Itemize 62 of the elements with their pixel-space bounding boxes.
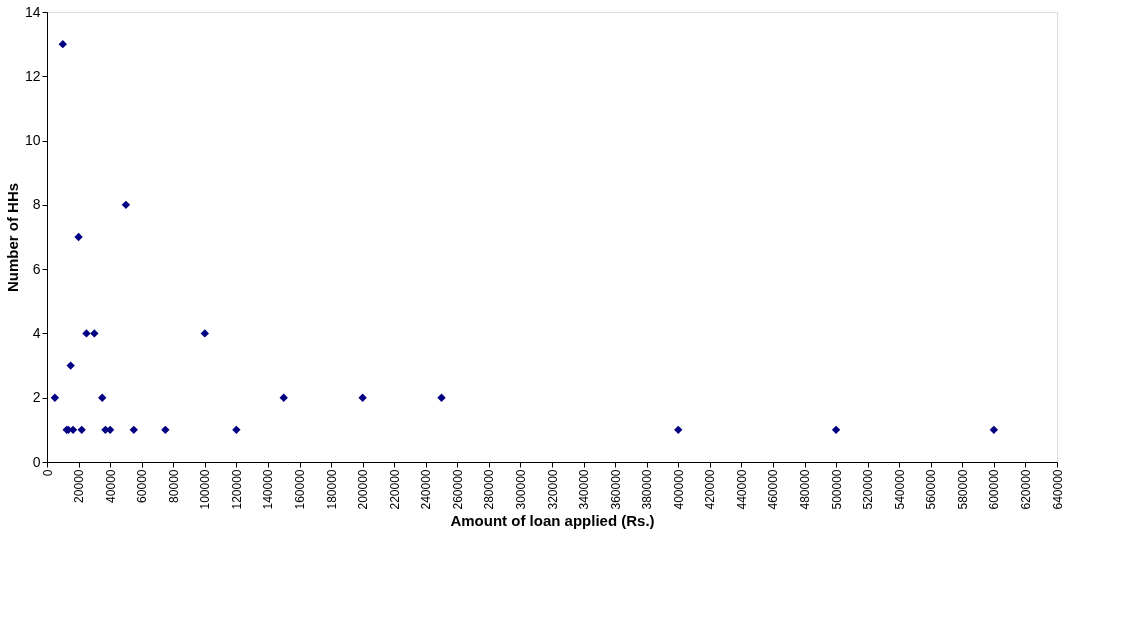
point — [437, 393, 446, 402]
x-tick-label: 580000 — [955, 469, 970, 510]
point — [232, 425, 241, 435]
x-tick-label: 140000 — [261, 469, 276, 510]
point — [279, 393, 288, 402]
x-tick-label: 40000 — [103, 469, 118, 503]
x-tick-label: 300000 — [513, 469, 528, 510]
x-tick-label: 560000 — [924, 469, 939, 510]
point — [66, 361, 75, 370]
x-tick-label: 420000 — [703, 469, 718, 510]
x-tick-label: 640000 — [1050, 469, 1065, 510]
x-tick-label: 260000 — [450, 469, 465, 510]
point — [58, 39, 67, 49]
point — [121, 200, 131, 210]
x-tick-label: 320000 — [545, 469, 560, 510]
point — [90, 329, 99, 338]
point — [82, 329, 91, 338]
x-tick-label: 460000 — [766, 469, 781, 510]
x-tick-label: 400000 — [671, 469, 686, 510]
y-tick-label: 12 — [24, 67, 41, 84]
y-tick-label: 10 — [24, 132, 41, 149]
x-tick-label: 240000 — [419, 469, 434, 510]
y-tick-label: 0 — [32, 453, 41, 470]
x-tick-label: 380000 — [640, 469, 655, 510]
point — [989, 425, 999, 435]
x-tick-label: 100000 — [198, 469, 213, 510]
x-tick-label: 220000 — [387, 469, 402, 510]
point — [200, 329, 209, 338]
point — [74, 232, 83, 242]
x-tick-label: 600000 — [987, 469, 1002, 510]
point — [674, 425, 683, 435]
x-tick-label: 520000 — [861, 469, 876, 510]
y-tick-label: 14 — [24, 3, 41, 20]
point — [77, 425, 86, 435]
x-tick-label: 500000 — [829, 469, 844, 510]
x-tick-label: 0 — [40, 469, 55, 477]
x-tick-label: 60000 — [135, 469, 150, 503]
point — [831, 425, 841, 435]
x-axis-title: Amount of loan applied (Rs.) — [450, 511, 655, 529]
y-tick-label: 6 — [32, 260, 41, 277]
point — [358, 393, 367, 402]
y-axis-title: Number of HHs — [3, 182, 21, 293]
point — [161, 425, 170, 435]
point — [50, 393, 60, 402]
y-tick-label: 8 — [32, 196, 41, 213]
x-tick-label: 440000 — [734, 469, 749, 510]
point — [98, 393, 107, 402]
x-tick-label: 360000 — [608, 469, 623, 510]
x-tick-label: 340000 — [577, 469, 592, 510]
x-tick-label: 480000 — [798, 469, 812, 510]
x-tick-label: 180000 — [324, 469, 339, 510]
y-tick-label: 4 — [32, 324, 41, 341]
x-tick-label: 120000 — [229, 469, 244, 510]
x-tick-label: 20000 — [72, 469, 87, 503]
point — [129, 425, 138, 435]
x-tick-label: 160000 — [293, 469, 307, 510]
y-tick-label: 2 — [32, 389, 41, 406]
x-tick-label: 200000 — [356, 469, 371, 510]
x-tick-label: 540000 — [892, 469, 907, 510]
x-tick-label: 280000 — [482, 469, 497, 510]
x-tick-label: 620000 — [1018, 469, 1033, 510]
x-tick-label: 80000 — [166, 469, 181, 503]
